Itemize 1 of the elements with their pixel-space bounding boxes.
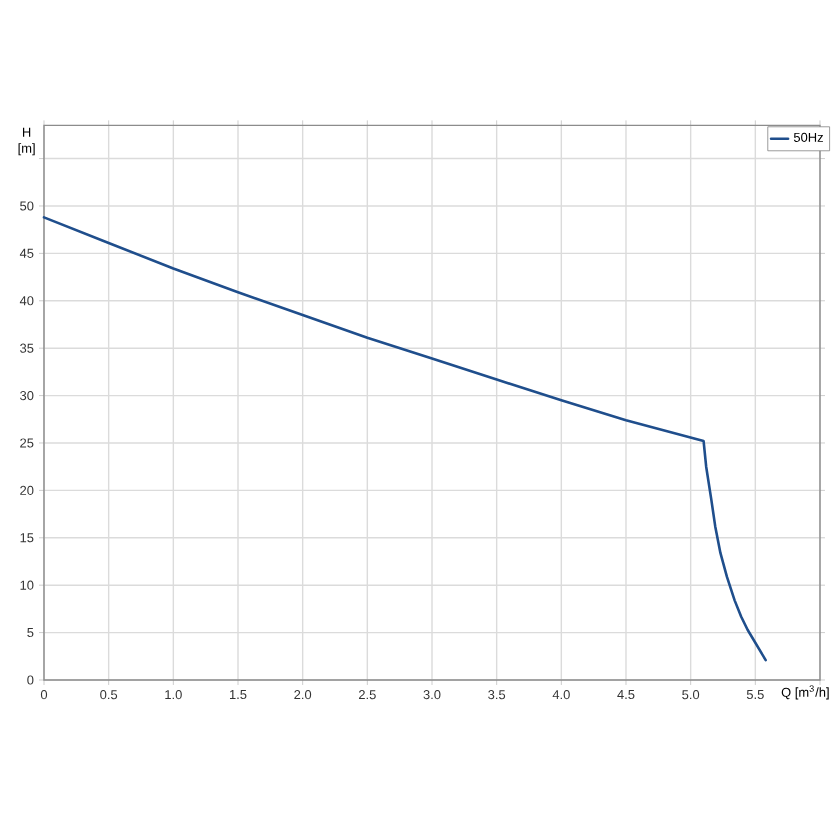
line-series: [42, 216, 767, 662]
